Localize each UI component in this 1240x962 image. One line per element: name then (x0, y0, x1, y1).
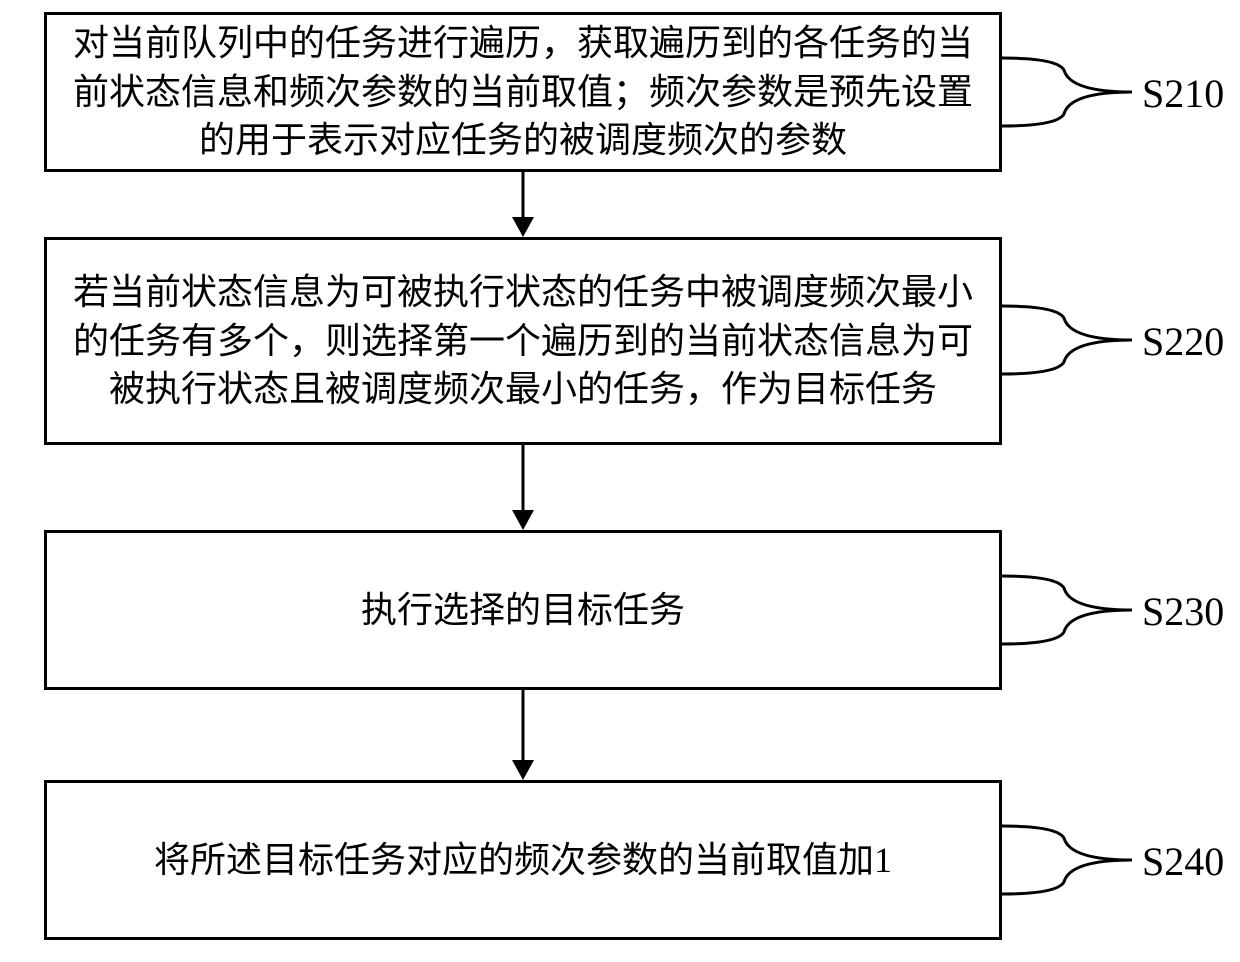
connector-s230 (1002, 568, 1137, 652)
flow-node-s210: 对当前队列中的任务进行遍历，获取遍历到的各任务的当前状态信息和频次参数的当前取值… (44, 12, 1002, 172)
flow-node-s230: 执行选择的目标任务 (44, 530, 1002, 690)
arrow-head (512, 510, 534, 530)
node-text: 若当前状态信息为可被执行状态的任务中被调度频次最小的任务有多个，则选择第一个遍历… (61, 268, 985, 414)
connector-s240 (1002, 818, 1137, 902)
arrow-line (522, 690, 525, 762)
flow-node-s220: 若当前状态信息为可被执行状态的任务中被调度频次最小的任务有多个，则选择第一个遍历… (44, 237, 1002, 445)
arrow-head (512, 760, 534, 780)
step-label-s220: S220 (1142, 318, 1224, 365)
node-text: 将所述目标任务对应的频次参数的当前取值加1 (154, 836, 892, 885)
arrow-head (512, 217, 534, 237)
connector-s220 (1002, 298, 1137, 382)
flowchart-canvas: 对当前队列中的任务进行遍历，获取遍历到的各任务的当前状态信息和频次参数的当前取值… (0, 0, 1240, 962)
node-text: 执行选择的目标任务 (361, 586, 685, 635)
step-label-s230: S230 (1142, 588, 1224, 635)
step-label-s240: S240 (1142, 838, 1224, 885)
step-label-s210: S210 (1142, 70, 1224, 117)
arrow-line (522, 172, 525, 219)
node-text: 对当前队列中的任务进行遍历，获取遍历到的各任务的当前状态信息和频次参数的当前取值… (61, 19, 985, 165)
arrow-line (522, 445, 525, 512)
connector-s210 (1002, 50, 1137, 134)
flow-node-s240: 将所述目标任务对应的频次参数的当前取值加1 (44, 780, 1002, 940)
